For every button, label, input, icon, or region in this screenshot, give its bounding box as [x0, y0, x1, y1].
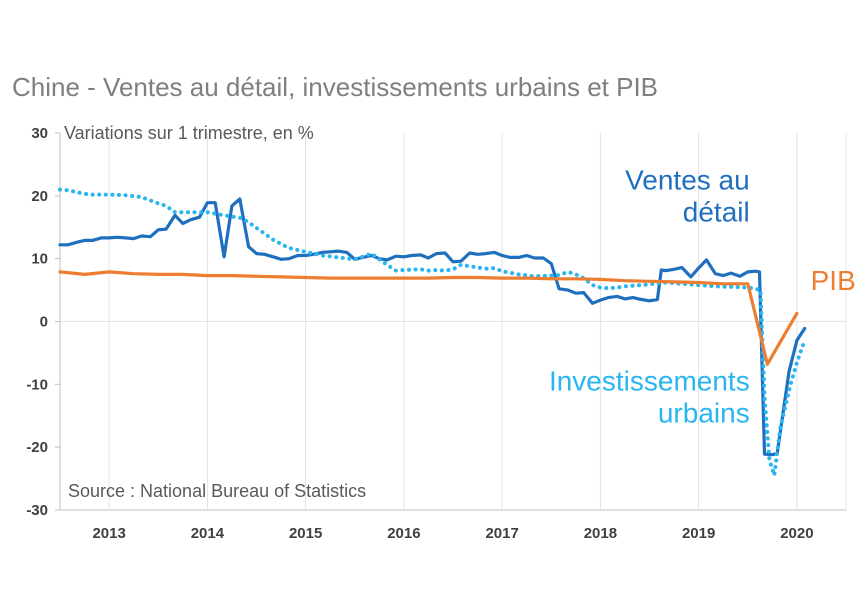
x-tick-label: 2014	[191, 525, 225, 542]
urban-investment-line	[58, 187, 807, 478]
y-tick-label: -30	[26, 502, 48, 519]
y-tick-label: -20	[26, 439, 48, 456]
y-tick-label: -10	[26, 376, 48, 393]
gdp-label: PIB	[811, 265, 856, 296]
x-tick-label: 2016	[387, 525, 420, 542]
x-tick-label: 2013	[92, 525, 125, 542]
x-tick-label: 2019	[682, 525, 715, 542]
y-tick-label: 30	[31, 125, 48, 142]
x-tick-label: 2018	[584, 525, 617, 542]
retail-sales-label: Ventes au	[625, 165, 750, 196]
urban-investment-label: urbains	[658, 398, 750, 429]
x-tick-label: 2020	[780, 525, 813, 542]
x-tick-label: 2015	[289, 525, 322, 542]
chart-subtitle: Variations sur 1 trimestre, en %	[64, 123, 314, 143]
y-tick-label: 20	[31, 188, 48, 205]
retail-sales-label: détail	[683, 197, 750, 228]
x-tick-label: 2017	[485, 525, 518, 542]
chart-title: Chine - Ventes au détail, investissement…	[12, 72, 658, 102]
urban-investment-label: Investissements	[549, 366, 750, 397]
gdp-line	[58, 270, 799, 366]
chart-source: Source : National Bureau of Statistics	[68, 481, 366, 501]
y-tick-label: 0	[40, 314, 48, 331]
plot-area: 30 20 10 0 -10 -20 -30 2013 2014 2015 2016 2017 2018…	[26, 125, 855, 542]
retail-sales-line	[58, 197, 807, 457]
y-tick-label: 10	[31, 251, 48, 268]
